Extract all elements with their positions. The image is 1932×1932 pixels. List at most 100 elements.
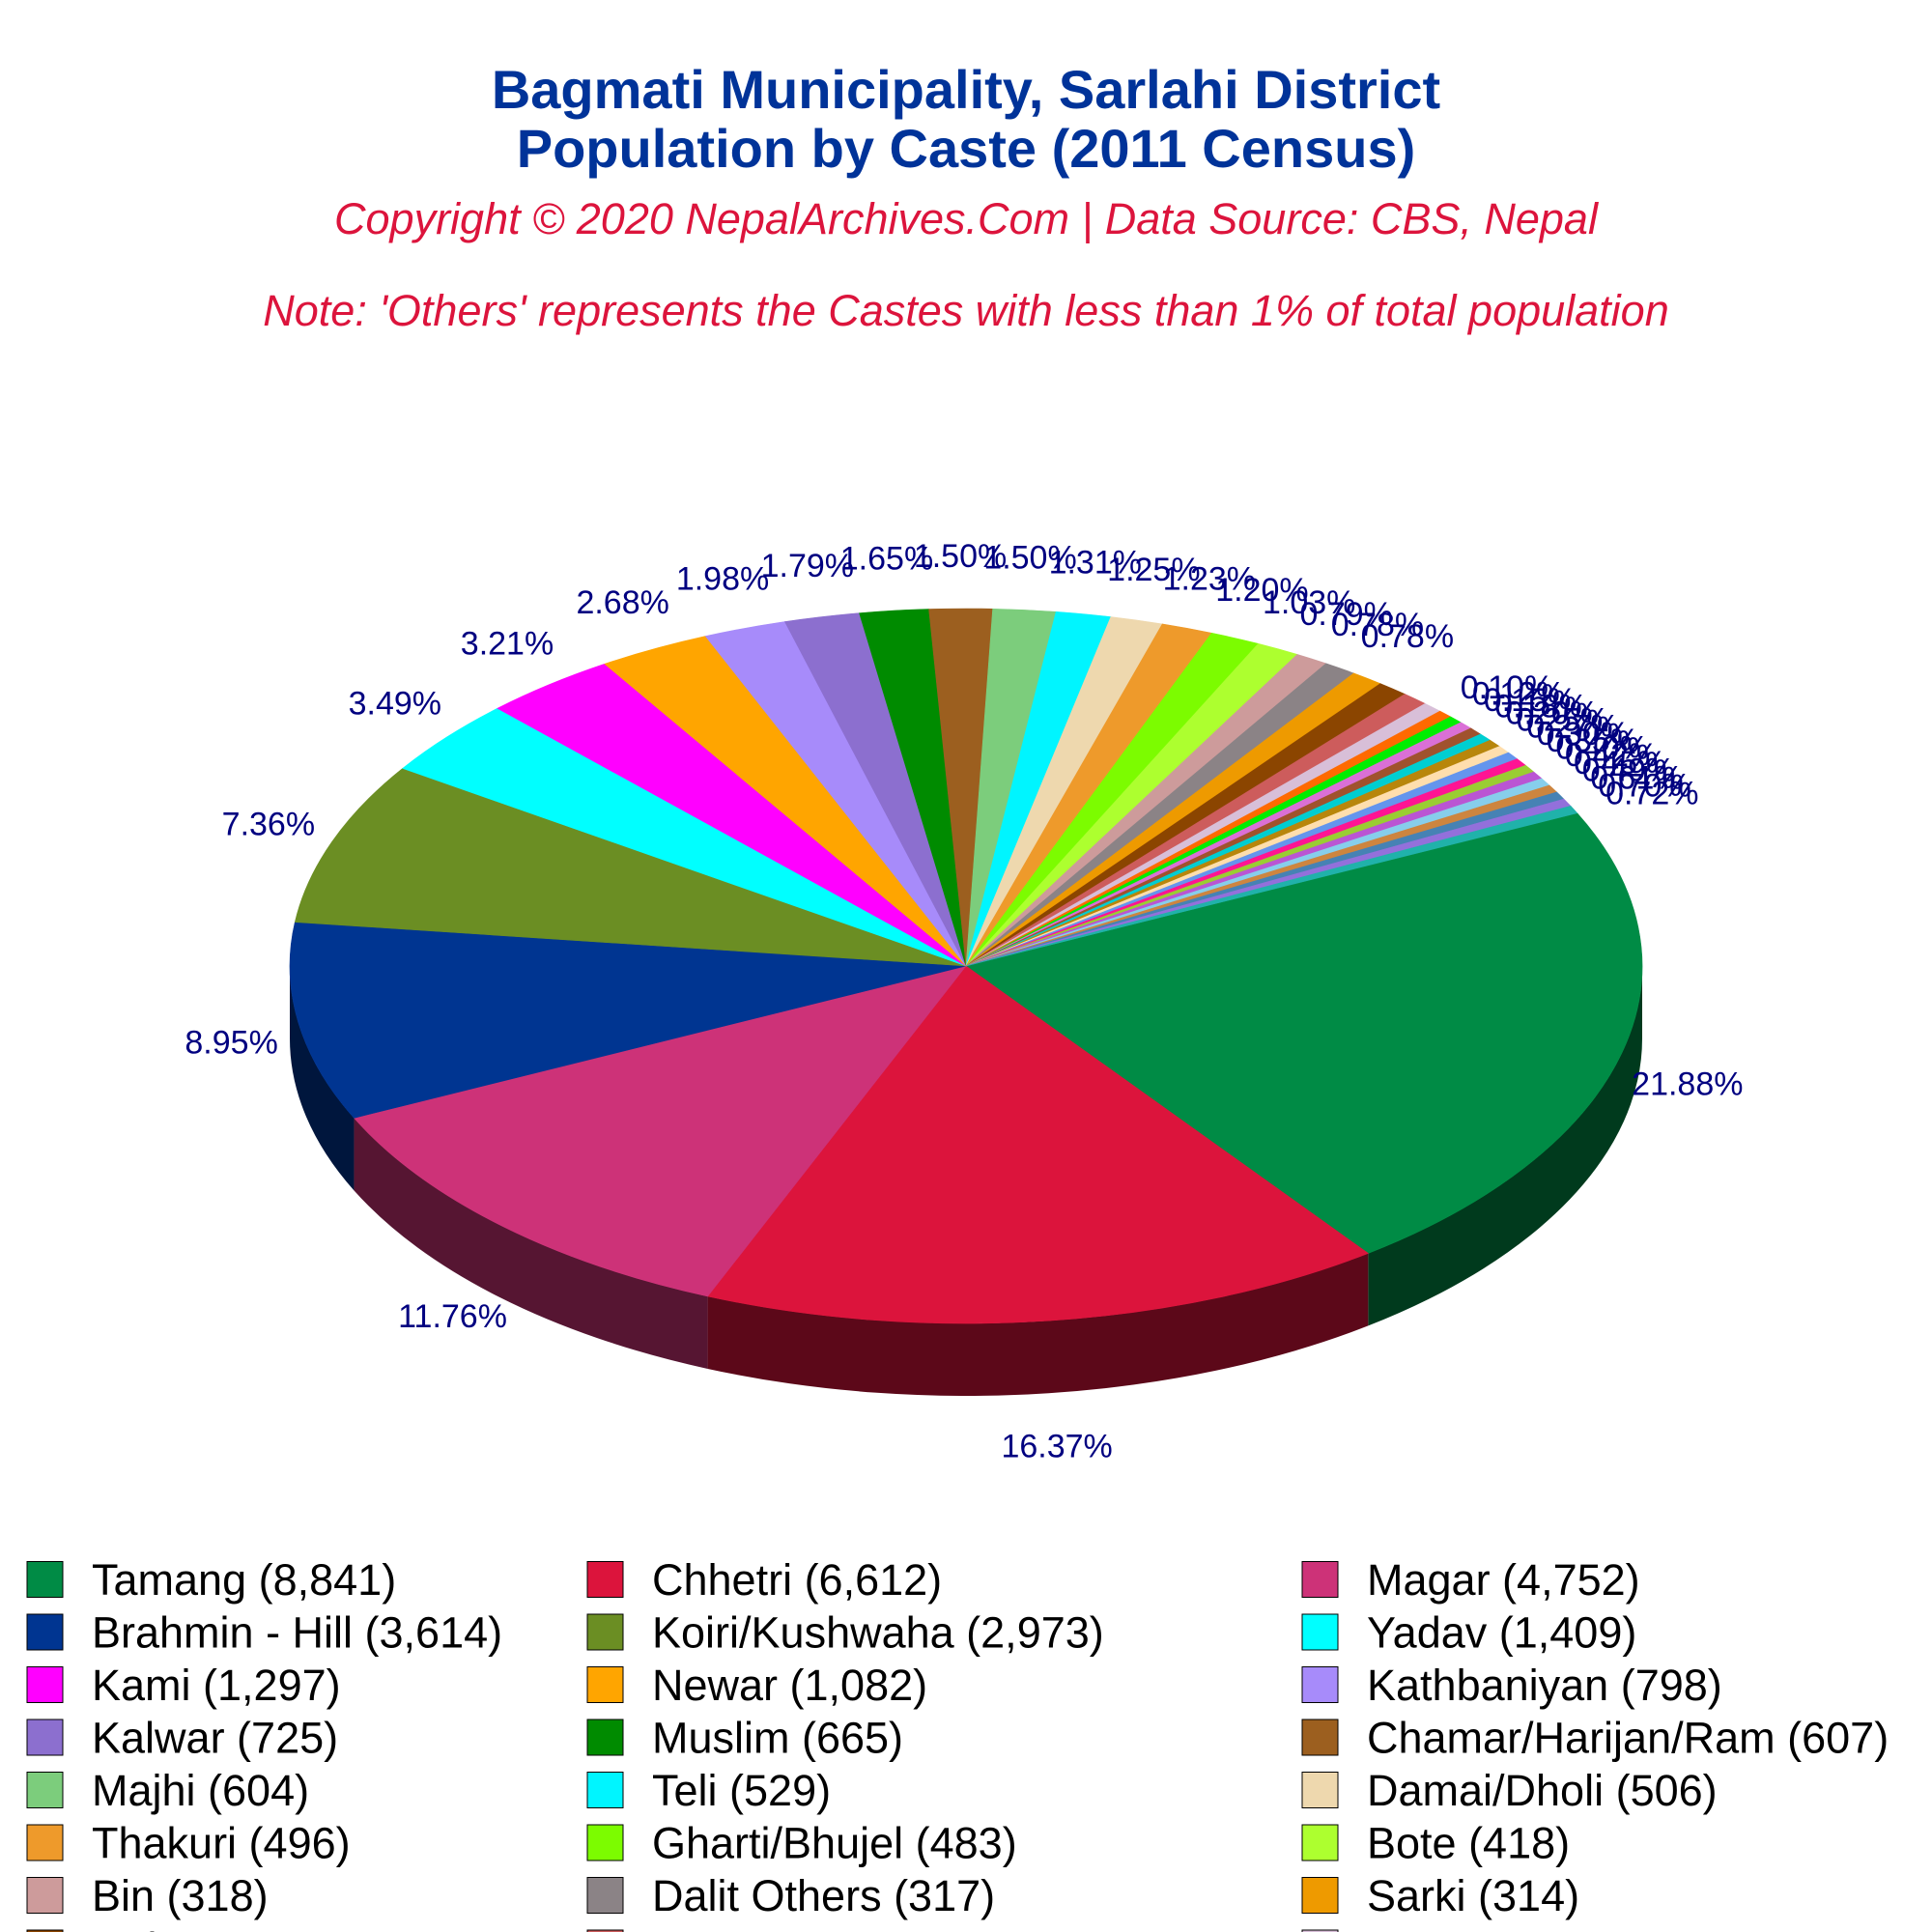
legend-label-3: Magar (4,752) [1367, 1555, 1640, 1605]
pie-label-other-16: 0.10% [1461, 669, 1553, 706]
legend-label-20: Dalit Others (317) [652, 1871, 995, 1920]
legend-swatch-19 [26, 1877, 64, 1914]
legend-swatch-22 [26, 1929, 64, 1932]
pie-slice-5 [294, 768, 967, 967]
pie-labels: 21.88% 16.37% 11.76% 8.95% 7.36% 3.49% 3.21% 2.… [185, 538, 1743, 1464]
pie-label-15: 1.25% [1107, 552, 1200, 588]
pie-label-14: 1.31% [1049, 544, 1142, 581]
pie-label-other-5: 0.45% [1574, 745, 1666, 781]
legend-swatch-4 [26, 1613, 64, 1651]
pie-label-10: 1.79% [761, 548, 854, 584]
pie-label-other-12: 0.20% [1506, 695, 1599, 731]
legend-swatch-24 [1301, 1929, 1339, 1932]
pie-slice-2 [707, 965, 1369, 1324]
legend-swatch-21 [1301, 1877, 1339, 1914]
pie-sides [290, 966, 1642, 1397]
pie-label-12: 1.50% [914, 538, 1007, 575]
pie-label-18: 1.03% [1263, 584, 1355, 621]
legend-swatch-1 [26, 1561, 64, 1598]
pie-label-2: 16.37% [1001, 1428, 1112, 1464]
legend-label-9: Kathbaniyan (798) [1367, 1661, 1722, 1710]
legend-label-8: Newar (1,082) [652, 1661, 927, 1710]
pie-label-other-7: 0.40% [1555, 730, 1648, 767]
pie-label-other-9: 0.30% [1537, 716, 1630, 753]
legend-swatch-16 [26, 1824, 64, 1861]
pie-label-other-6: 0.42% [1565, 737, 1658, 774]
legend-swatch-2 [586, 1561, 624, 1598]
pie-slice-3 [353, 965, 967, 1297]
legend-label-21: Sarki (314) [1367, 1871, 1579, 1920]
pie-label-19: 0.79% [1300, 596, 1393, 633]
pie-label-4: 8.95% [185, 1025, 277, 1062]
pie-label-other-1: 0.72% [1605, 776, 1698, 812]
pie-label-other-15: 0.12% [1472, 675, 1565, 712]
legend-swatch-12 [1301, 1719, 1339, 1756]
legend-swatch-9 [1301, 1666, 1339, 1703]
legend-swatch-17 [586, 1824, 624, 1861]
pie-label-7: 3.21% [461, 626, 554, 663]
legend-swatch-11 [586, 1719, 624, 1756]
pie-top [289, 608, 1643, 1324]
legend-label-11: Muslim (665) [652, 1714, 903, 1763]
pie-slice-2-side [707, 1253, 1369, 1397]
pie-label-8: 2.68% [576, 584, 668, 621]
pie-label-20: 0.78% [1331, 607, 1424, 643]
pie-label-other-13: 0.18% [1494, 689, 1587, 725]
legend-label-16: Thakuri (496) [92, 1819, 351, 1868]
pie-label-other-2: 0.70% [1598, 767, 1690, 804]
legend-swatch-10 [26, 1719, 64, 1756]
pie-label-16: 1.23% [1163, 560, 1256, 597]
pie-label-3: 11.76% [398, 1298, 507, 1335]
legend-label-19: Bin (318) [92, 1871, 269, 1920]
legend-label-1: Tamang (8,841) [92, 1555, 396, 1605]
legend-label-5: Koiri/Kushwaha (2,973) [652, 1608, 1104, 1658]
legend-swatch-15 [1301, 1772, 1339, 1808]
legend-swatch-20 [586, 1877, 624, 1914]
chart-note: Note: 'Others' represents the Castes wit… [263, 286, 1668, 335]
legend-label-22: Rai [92, 1924, 157, 1932]
pie-slice-other-16 [965, 806, 1578, 967]
legend-label-13: Majhi (604) [92, 1766, 309, 1815]
pie-label-5: 7.36% [222, 806, 315, 842]
pie-label-other-3: 0.61% [1590, 759, 1683, 796]
legend-swatch-6 [1301, 1613, 1339, 1651]
legend-label-2: Chhetri (6,612) [652, 1555, 942, 1605]
chart-title-line-2: Population by Caste (2011 Census) [517, 118, 1415, 179]
pie-label-21: 0.78% [1361, 618, 1454, 655]
pie-label-1: 21.88% [1632, 1066, 1743, 1103]
legend-label-17: Gharti/Bhujel (483) [652, 1819, 1017, 1868]
legend-label-14: Teli (529) [652, 1766, 831, 1815]
pie-slice-4 [289, 922, 967, 1119]
pie-label-other-11: 0.25% [1517, 701, 1609, 738]
legend-swatch-3 [1301, 1561, 1339, 1598]
legend-label-7: Kami (1,297) [92, 1661, 341, 1710]
legend-label-4: Brahmin - Hill (3,614) [92, 1608, 502, 1658]
legend: Tamang (8,841) Chhetri (6,612) Magar (4,75… [26, 1555, 1889, 1932]
legend-label-15: Damai/Dholi (506) [1367, 1766, 1718, 1815]
legend-label-6: Yadav (1,409) [1367, 1608, 1636, 1658]
legend-label-10: Kalwar (725) [92, 1714, 338, 1763]
pie-label-17: 1.20% [1215, 572, 1308, 609]
legend-swatch-18 [1301, 1824, 1339, 1861]
pie-label-other-14: 0.15% [1484, 682, 1577, 719]
pie-label-6: 3.49% [349, 686, 441, 723]
pie-slice-4-side [290, 966, 355, 1191]
chart-subtitle: Copyright © 2020 NepalArchives.Com | Dat… [334, 194, 1600, 243]
pie-label-other-10: 0.27% [1526, 709, 1619, 746]
pie-slice-1-side [1368, 966, 1642, 1326]
pie-slice-3-side [354, 1118, 708, 1369]
pie-label-other-8: 0.35% [1547, 723, 1639, 759]
legend-swatch-14 [586, 1772, 624, 1808]
legend-swatch-5 [586, 1613, 624, 1651]
legend-swatch-7 [26, 1666, 64, 1703]
pie-label-other-4: 0.49% [1582, 753, 1675, 789]
pie-label-11: 1.65% [840, 540, 933, 577]
pie-slice-1 [965, 812, 1643, 1254]
legend-swatch-23 [586, 1929, 624, 1932]
pie-label-13: 1.50% [983, 540, 1076, 577]
legend-swatch-8 [586, 1666, 624, 1703]
pie-label-9: 1.98% [676, 560, 769, 597]
legend-swatch-13 [26, 1772, 64, 1808]
chart-title: Bagmati Municipality, Sarlahi District [492, 59, 1440, 120]
